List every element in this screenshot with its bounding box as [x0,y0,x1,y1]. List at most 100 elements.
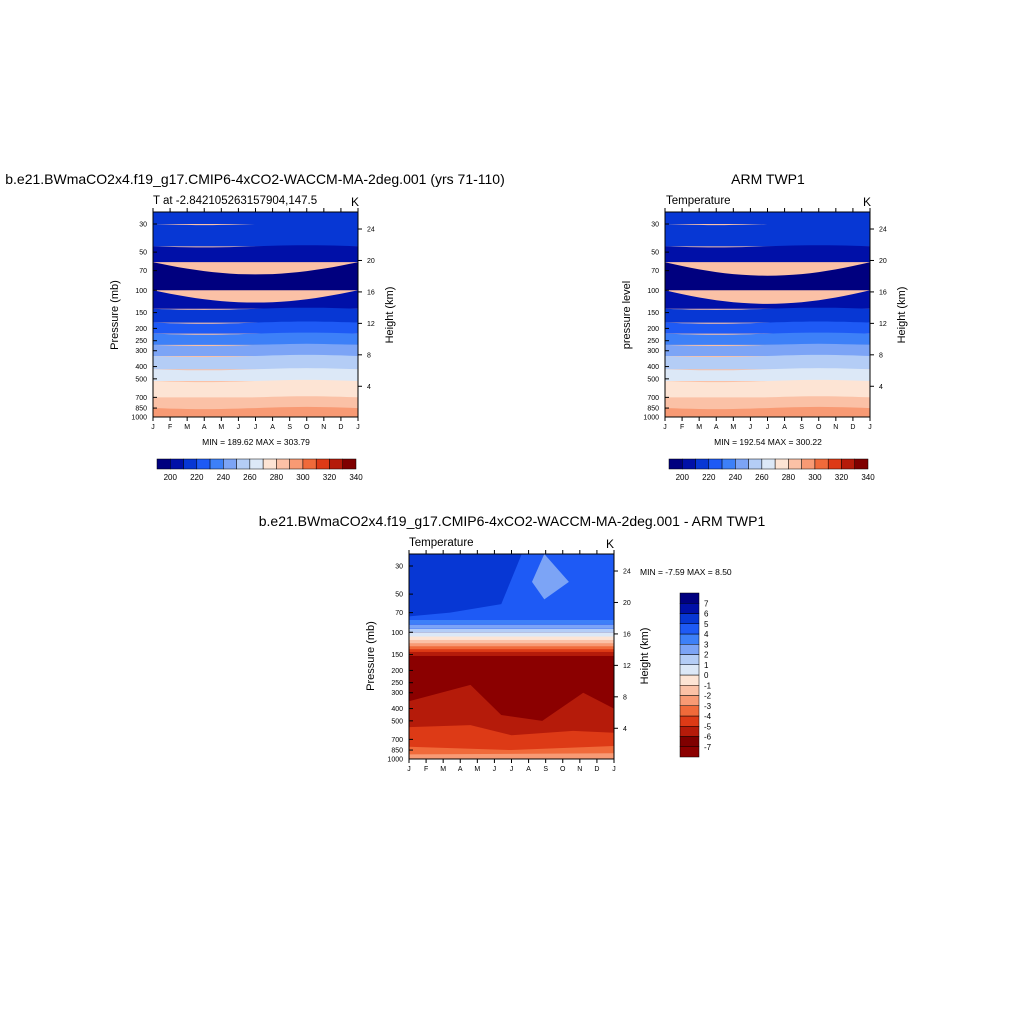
panel2-colorbar-swatch [841,458,855,470]
panel2-xtick-label: J [749,424,753,431]
panel1-y2tick-label: 20 [367,258,375,265]
panel1-band [153,245,358,263]
panel3-colorbar-swatch [679,705,700,717]
panel1-band [153,321,358,334]
panel1-units: K [351,195,359,209]
panel2-colorbar-swatch [682,458,696,470]
panel1-xtick-label: J [356,424,360,431]
panel2-ytick-label: 70 [651,268,659,275]
panel2-xtick-label: S [799,424,804,431]
panel2-stats: MIN = 192.54 MAX = 300.22 [714,437,822,447]
panel3-lower-shade4 [409,753,614,759]
panel3-xtick-label: M [474,766,480,773]
panel3-transition-band [409,624,614,629]
panel2-band [665,343,870,356]
panel2-ytick-label: 100 [647,288,659,295]
panel1-ytick-label: 400 [135,364,147,371]
panel1-colorbar-swatch [236,458,251,470]
panel1-colorbar-swatch [196,458,211,470]
panel2-ytick-label: 500 [647,376,659,383]
panel2-ytick-label: 200 [647,326,659,333]
panel1-xtick-label: A [270,424,275,431]
panel2-colorbar-swatch [761,458,776,470]
panel1-colorbar-swatch [276,458,290,470]
panel1-axes: 30 50 70 100 150 200 250 300 400 500 700 850 1000 24 2… [131,208,375,431]
panel2-ytick-label: 400 [647,364,659,371]
panel1-xtick-label: M [218,424,224,431]
panel3-colorbar-label: -7 [704,743,712,752]
panel1-colorbar-label: 340 [349,473,363,482]
panel2-y2tick-label: 12 [879,321,887,328]
panel3-blue-dark [409,554,522,617]
panel2-band [665,307,870,323]
panel2-ytick-label: 250 [647,338,659,345]
panel1-y2tick-label: 12 [367,321,375,328]
panel1-colorbar-swatch [223,458,237,470]
panel1-y2tick-label: 24 [367,227,375,234]
panel2-band [665,368,870,382]
panel1-colorbar-swatch [209,458,224,470]
panel1-y2tick-label: 8 [367,352,371,359]
panel3-xtick-label: M [440,766,446,773]
panel2-xtick-label: N [833,424,838,431]
panel1-colorbar-swatch [289,458,304,470]
panel1-band [153,222,358,247]
panel1-ytick-label: 700 [135,395,147,402]
panel3-colorbar-label: 0 [704,671,709,680]
panel1-ytick-label: 300 [135,348,147,355]
panel2-y2tick-label: 24 [879,227,887,234]
panel3-xtick-label: J [612,766,616,773]
panel2-y2tick-label: 16 [879,289,887,296]
panel3-colorbar-label: -6 [704,733,712,742]
panel2-units: K [863,195,871,209]
panel2-ytick-label: 700 [647,395,659,402]
panel2-colorbar-label: 240 [729,473,743,482]
panel2-colorbar-swatch [774,458,789,470]
panel2-y2tick-label: 8 [879,352,883,359]
panel1-band [153,332,358,345]
panel1-xtick-label: J [254,424,258,431]
panel2-colorbar-label: 200 [676,473,690,482]
panel1-band [153,368,358,382]
panel2-colorbar-swatch [854,458,869,470]
panel2-y2-axis-label: Height (km) [896,287,908,344]
panel3-colorbar-swatch [679,695,700,706]
panel1-colorbar-swatch [170,458,184,470]
panel1-ytick-label: 250 [135,338,147,345]
panel2-ytick-label: 150 [647,310,659,317]
panel1-left-label: T at -2.842105263157904,147.5 [153,195,317,207]
panel1-contours [153,212,358,417]
panel2-xtick-label: A [714,424,719,431]
panel2-colorbar-label: 280 [782,473,796,482]
panel2-colorbar-label: 300 [808,473,822,482]
panel3-colorbar-label: 7 [704,599,709,608]
panel2-xtick-label: D [850,424,855,431]
panel1-colorbar-label: 220 [190,473,204,482]
panel3-xtick-label: N [577,766,582,773]
panel1-colorbar-swatch [315,458,330,470]
panel3-ytick-label: 850 [391,748,403,755]
panel1-colorbar-swatch [262,458,277,470]
panel2-colorbar-swatch [827,458,842,470]
panel3-xtick-label: D [594,766,599,773]
panel3-y2tick-label: 24 [623,569,631,576]
panel3-colorbar-swatch [679,654,700,665]
panel1-xtick-label: N [321,424,326,431]
panel1-title: b.e21.BWmaCO2x4.f19_g17.CMIP6-4xCO2-WACC… [5,171,505,187]
panel2-band [665,332,870,345]
panel3-colorbar-label: 1 [704,661,709,670]
panel3-axes: 30 50 70 100 150 200 250 300 400 500 700 850 1000 24 2… [387,550,631,773]
panel3-colorbar-swatch [679,613,700,624]
panel2-ytick-label: 30 [651,222,659,229]
panel1-colorbar-swatch [249,458,264,470]
panel2-band [665,321,870,334]
panel3-ytick-label: 700 [391,737,403,744]
panel1-band [153,307,358,323]
panel1-colorbar-label: 260 [243,473,257,482]
chart-layers: 3050701001502002503004005007008501000242… [131,208,887,773]
panel2-xtick-label: J [868,424,872,431]
panel2-y2tick-label: 20 [879,258,887,265]
panel2-band [665,262,870,291]
panel3-y2-axis-label: Height (km) [639,628,651,685]
